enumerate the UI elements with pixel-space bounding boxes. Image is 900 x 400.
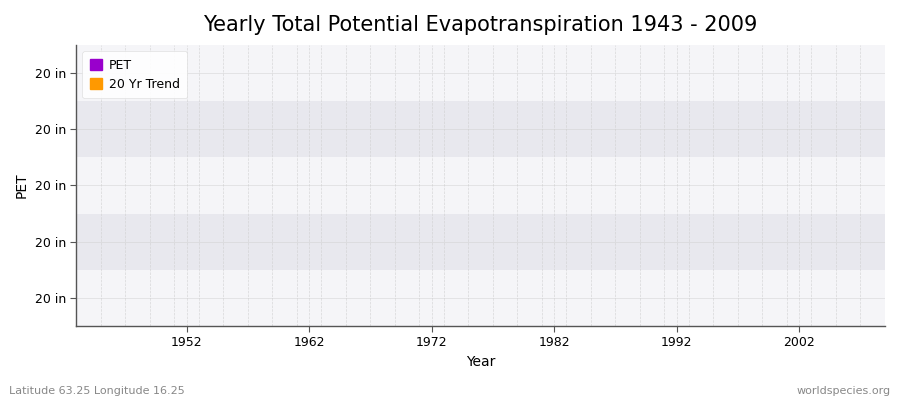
Y-axis label: PET: PET <box>15 173 29 198</box>
Bar <box>76 214 885 270</box>
Bar <box>76 101 885 157</box>
Title: Yearly Total Potential Evapotranspiration 1943 - 2009: Yearly Total Potential Evapotranspiratio… <box>203 15 758 35</box>
Bar <box>76 270 885 326</box>
Bar <box>76 157 885 214</box>
Bar <box>76 45 885 101</box>
Legend: PET, 20 Yr Trend: PET, 20 Yr Trend <box>83 51 187 98</box>
Text: worldspecies.org: worldspecies.org <box>796 386 891 396</box>
Text: Latitude 63.25 Longitude 16.25: Latitude 63.25 Longitude 16.25 <box>9 386 184 396</box>
X-axis label: Year: Year <box>466 355 495 369</box>
